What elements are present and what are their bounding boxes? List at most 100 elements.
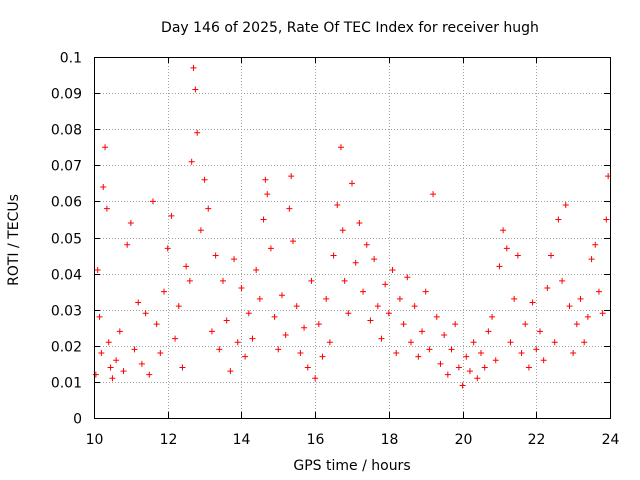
data-point	[223, 317, 230, 324]
data-point	[360, 288, 367, 295]
data-point	[533, 346, 540, 353]
data-point	[396, 295, 403, 302]
data-point	[138, 360, 145, 367]
data-point	[127, 220, 134, 227]
data-point	[197, 227, 204, 234]
data-point	[172, 335, 179, 342]
data-point	[389, 266, 396, 273]
y-tick-label: 0.06	[51, 195, 82, 211]
data-point	[164, 245, 171, 252]
data-point	[433, 313, 440, 320]
x-tick-label: 10	[86, 432, 104, 448]
data-point	[334, 202, 341, 209]
data-point	[271, 313, 278, 320]
data-point	[301, 324, 308, 331]
data-point	[444, 371, 451, 378]
data-point	[430, 191, 437, 198]
data-point	[116, 328, 123, 335]
data-point	[330, 252, 337, 259]
data-point	[385, 310, 392, 317]
x-axis-ticks: 10 12 14 16 18 20 22 24	[86, 57, 620, 448]
chart-title: Day 146 of 2025, Rate Of TEC Index for r…	[161, 20, 539, 36]
data-point	[367, 317, 374, 324]
data-point	[466, 368, 473, 375]
data-point	[275, 346, 282, 353]
data-point	[345, 310, 352, 317]
data-point	[474, 375, 481, 382]
data-point	[312, 375, 319, 382]
data-point	[374, 303, 381, 310]
data-point	[231, 256, 238, 263]
data-point	[485, 328, 492, 335]
y-tick-label: 0.09	[51, 87, 82, 103]
data-point	[142, 310, 149, 317]
x-tick-label: 14	[233, 432, 251, 448]
data-point	[267, 245, 274, 252]
data-point	[227, 368, 234, 375]
data-point	[363, 241, 370, 248]
data-point	[242, 353, 249, 360]
data-point	[595, 288, 602, 295]
data-point	[349, 180, 355, 187]
data-point	[253, 266, 260, 273]
data-point	[581, 339, 588, 346]
data-point	[98, 350, 105, 357]
data-point	[448, 346, 455, 353]
x-axis-label: GPS time / hours	[293, 458, 410, 474]
data-point	[238, 285, 245, 292]
data-point	[135, 299, 142, 306]
data-point	[566, 303, 573, 310]
data-point	[514, 252, 521, 259]
data-point	[555, 216, 562, 223]
data-point	[220, 277, 226, 284]
data-point	[192, 86, 199, 93]
data-point	[113, 357, 120, 364]
data-point	[201, 176, 208, 183]
data-point	[186, 277, 193, 284]
data-point	[146, 371, 153, 378]
data-point	[288, 173, 295, 180]
data-point	[548, 252, 555, 259]
data-point	[234, 339, 241, 346]
data-point	[503, 245, 510, 252]
data-point	[422, 288, 429, 295]
data-point	[441, 331, 448, 338]
y-tick-label: 0.08	[51, 123, 82, 139]
data-point	[216, 346, 223, 353]
data-point	[175, 303, 182, 310]
data-point	[352, 259, 359, 266]
data-point	[103, 205, 110, 212]
data-point	[290, 238, 297, 245]
y-tick-label: 0.1	[60, 51, 82, 67]
y-tick-label: 0.07	[51, 159, 82, 175]
data-point	[278, 292, 285, 299]
data-point	[478, 350, 484, 357]
grid-lines	[94, 57, 610, 418]
data-point	[323, 295, 330, 302]
data-point	[264, 191, 271, 198]
data-point	[407, 339, 414, 346]
data-point	[157, 350, 164, 357]
data-point	[109, 375, 116, 382]
data-point	[131, 346, 138, 353]
x-tick-label: 20	[455, 432, 473, 448]
data-point	[518, 350, 525, 357]
data-point	[599, 310, 606, 317]
data-point	[463, 353, 470, 360]
data-point	[92, 371, 99, 378]
data-point	[124, 241, 131, 248]
x-tick-label: 24	[602, 432, 620, 448]
data-point	[282, 331, 289, 338]
data-point	[297, 350, 304, 357]
data-point	[337, 144, 344, 151]
data-point	[400, 321, 407, 328]
data-point	[588, 256, 595, 263]
data-point	[260, 216, 267, 223]
data-point	[100, 183, 107, 190]
data-point	[107, 364, 114, 371]
data-point	[419, 328, 426, 335]
data-point	[256, 295, 263, 302]
data-point	[592, 241, 599, 248]
data-point	[459, 382, 466, 389]
